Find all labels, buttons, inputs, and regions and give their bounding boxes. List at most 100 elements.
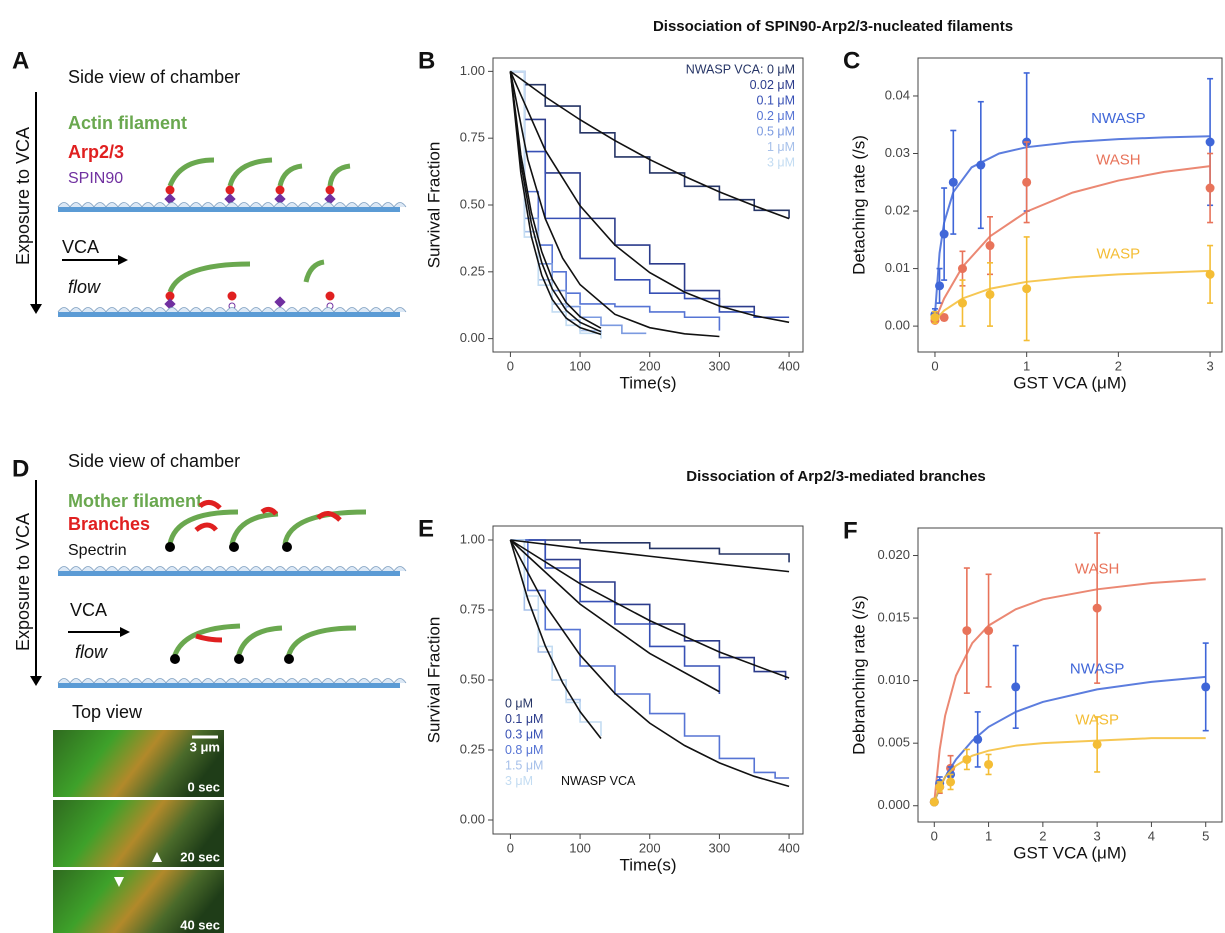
x-tick-label: 100 <box>569 840 591 855</box>
panel-letter: A <box>12 47 29 74</box>
micrograph <box>53 800 224 867</box>
y-tick-label: 0.010 <box>877 672 910 687</box>
surface-bump <box>297 307 311 313</box>
y-tick-label: 0.75 <box>460 130 485 145</box>
x-tick-label: 0 <box>507 358 514 373</box>
surface-bump <box>57 678 71 684</box>
surface-bump <box>369 678 383 684</box>
surface-bump <box>117 202 131 208</box>
surface-bump <box>381 566 395 572</box>
legend-text: SPIN90 <box>68 170 123 187</box>
y-tick-label: 0.015 <box>877 610 910 625</box>
series-label: WASP <box>1097 245 1141 262</box>
surface-bump <box>273 678 287 684</box>
surface-bump <box>345 202 359 208</box>
anchor <box>284 654 294 664</box>
surface-bump <box>357 678 371 684</box>
surface-bump <box>357 202 371 208</box>
y-axis-label: Survival Fraction <box>424 617 443 744</box>
fit-curve <box>509 539 790 679</box>
arrowhead <box>152 852 162 862</box>
surface-bump <box>81 307 95 313</box>
y-axis-label: Detaching rate (/s) <box>849 135 868 275</box>
series-label: WASH <box>1075 560 1119 577</box>
surface-bump <box>189 678 203 684</box>
y-tick-label: 0.00 <box>460 811 485 826</box>
legend-entry: 0.5 μM <box>757 124 795 138</box>
data-point <box>1205 183 1215 193</box>
legend-entry: 1.5 μM <box>505 758 543 772</box>
surface-bump <box>117 307 131 313</box>
fit-curve <box>934 165 1211 321</box>
surface-bump <box>69 307 83 313</box>
y-tick-label: 0.03 <box>885 145 910 160</box>
surface-bump <box>369 566 383 572</box>
surface-bump <box>69 678 83 684</box>
y-tick-label: 0.75 <box>460 601 485 616</box>
legend-entry: 3 μM <box>505 774 533 788</box>
x-axis-label: GST VCA (μM) <box>1013 373 1126 392</box>
legend-entry: 0 μM <box>505 696 533 710</box>
surface-bump <box>309 307 323 313</box>
legend-entry: 1 μM <box>767 140 795 154</box>
data-point <box>973 734 983 744</box>
axis-text: Exposure to VCA <box>13 127 33 265</box>
arrowhead <box>118 255 128 265</box>
fit-curve <box>934 269 1211 322</box>
x-tick-label: 1 <box>1023 358 1030 373</box>
survival-curve <box>510 70 790 319</box>
series-label: NWASP <box>1091 110 1145 127</box>
data-point <box>935 782 945 792</box>
x-tick-label: 100 <box>569 358 591 373</box>
surface-bump <box>129 202 143 208</box>
surface-bump <box>213 678 227 684</box>
anchor <box>229 542 239 552</box>
surface-bump <box>333 678 347 684</box>
fit-curve <box>509 71 602 333</box>
surface-bump <box>153 202 167 208</box>
y-tick-label: 0.50 <box>460 196 485 211</box>
micrograph <box>53 870 224 933</box>
data-point <box>1205 137 1215 147</box>
time-label: 40 sec <box>180 917 220 932</box>
data-point <box>946 777 956 787</box>
surface-bump <box>153 566 167 572</box>
anchor <box>165 542 175 552</box>
y-axis-label: Debranching rate (/s) <box>849 595 868 755</box>
surface-bump <box>129 566 143 572</box>
x-tick-label: 200 <box>639 840 661 855</box>
x-tick-label: 3 <box>1094 828 1101 843</box>
series-label: WASH <box>1096 152 1140 169</box>
surface-bump <box>165 678 179 684</box>
data-point <box>976 160 986 170</box>
surface-bump <box>345 566 359 572</box>
fit-curve <box>509 71 602 336</box>
panel-letter: F <box>843 517 858 544</box>
fit-curve <box>933 737 1206 803</box>
x-axis-label: Time(s) <box>620 373 677 392</box>
filaments <box>167 157 351 294</box>
x-axis-label: GST VCA (μM) <box>1013 843 1126 862</box>
y-tick-label: 0.50 <box>460 671 485 686</box>
fit-curve <box>933 578 1206 803</box>
surface-bump <box>297 566 311 572</box>
data-point <box>939 229 949 239</box>
surface-bump <box>81 202 95 208</box>
surface-bump <box>381 202 395 208</box>
surface-bump <box>345 307 359 313</box>
panel-letter: B <box>418 47 435 74</box>
surface-bump <box>381 307 395 313</box>
anchor <box>282 542 292 552</box>
surface-bump <box>213 566 227 572</box>
chart: F 0 1 2 3 4 5 0.000 0.005 0.010 0.015 0.020 GST VCA … <box>843 517 1223 862</box>
surface-bump <box>249 678 263 684</box>
surface-bump <box>105 307 119 313</box>
surface-bump <box>141 202 155 208</box>
data-point <box>962 754 972 764</box>
legend-entry: 0.1 μM <box>505 712 543 726</box>
surface-bump <box>237 678 251 684</box>
data-point <box>1205 269 1215 279</box>
surface-bump <box>105 566 119 572</box>
y-tick-label: 0.02 <box>885 202 910 217</box>
data-point <box>957 264 967 274</box>
